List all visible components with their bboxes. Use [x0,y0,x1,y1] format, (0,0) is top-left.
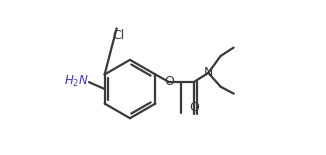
Text: Cl: Cl [112,29,124,42]
Text: H$_2$N: H$_2$N [64,74,89,89]
Text: O: O [189,101,199,114]
Text: N: N [204,66,213,79]
Text: O: O [164,75,174,88]
